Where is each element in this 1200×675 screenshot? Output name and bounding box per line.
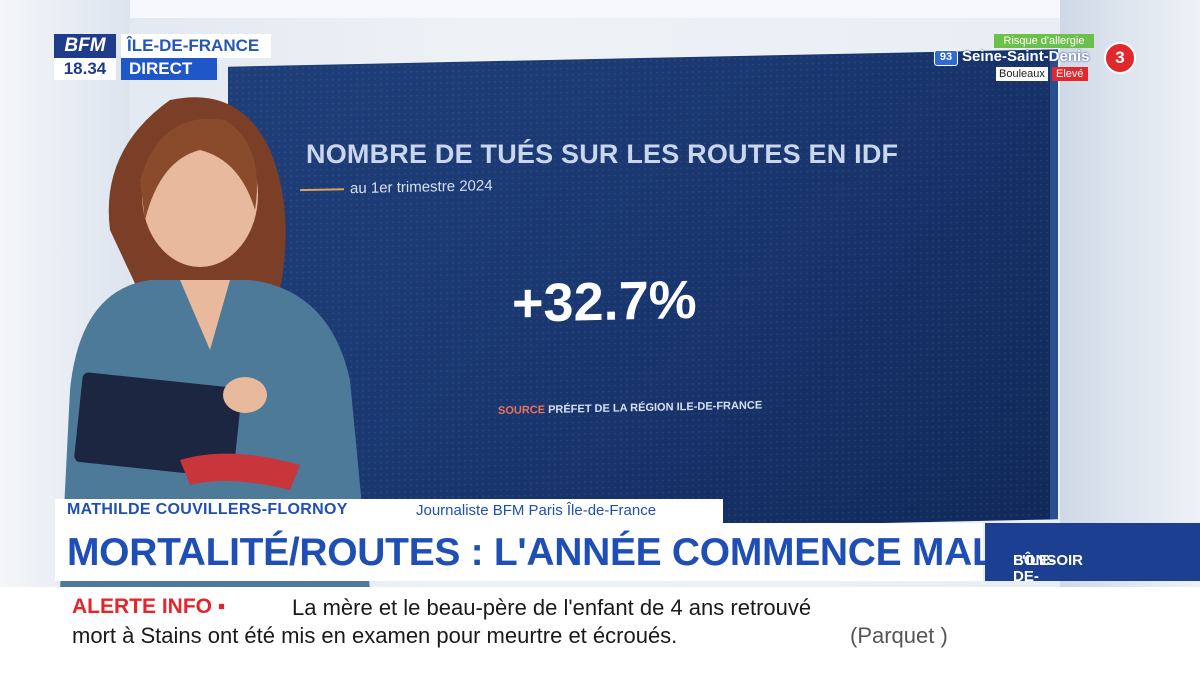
screen-source: SOURCE PRÉFET DE LA RÉGION ILE-DE-FRANCE [498, 400, 762, 418]
source-keyword: SOURCE [498, 404, 546, 418]
risk-index-icon: 3 [1104, 42, 1136, 74]
headline-bar: MORTALITÉ/ROUTES : L'ANNÉE COMMENCE MAL … [55, 523, 1132, 581]
alert-ticker [0, 587, 1200, 675]
bfm-logo: BFM [54, 34, 116, 58]
alert-source: (Parquet ) [850, 623, 948, 648]
presenter-name: MATHILDE COUVILLERS-FLORNOY [67, 501, 348, 518]
alert-label: ALERTE INFO ▪ [72, 595, 226, 618]
live-badge: DIRECT [121, 58, 217, 80]
clock: 18.34 [54, 58, 116, 80]
pollen-level: Elevé [1052, 67, 1088, 81]
pollen-title: Risque d'allergie [994, 34, 1094, 48]
show-name-line1: BONSOIR [1013, 552, 1084, 569]
screen-title: NOMBRE DE TUÉS SUR LES ROUTES EN IDF [306, 138, 899, 169]
alert-text-line2: mort à Stains ont été mis en examen pour… [72, 623, 678, 648]
region-label: ÎLE-DE-FRANCE [121, 34, 271, 58]
source-text: PRÉFET DE LA RÉGION ILE-DE-FRANCE [548, 399, 763, 416]
pollen-plant: Bouleaux [996, 67, 1048, 81]
studio-ceiling [0, 0, 1200, 18]
presenter-name-bar: MATHILDE COUVILLERS-FLORNOY Journaliste … [55, 499, 723, 523]
headline-text: MORTALITÉ/ROUTES : L'ANNÉE COMMENCE MAL … [67, 531, 1132, 574]
presenter-role: Journaliste BFM Paris Île-de-France [416, 502, 657, 519]
department-number-badge: 93 [934, 50, 958, 66]
department-name: Seine-Saint-Denis [962, 48, 1090, 65]
screen-value: +32.7% [512, 269, 697, 334]
alert-text-line1: La mère et le beau-père de l'enfant de 4… [292, 595, 812, 620]
studio-right-wall [1060, 0, 1200, 590]
